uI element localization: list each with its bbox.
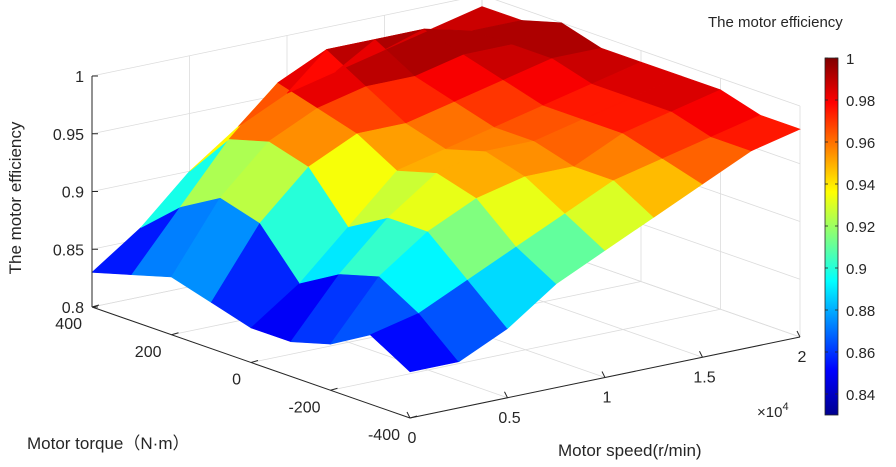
- y-tick-labels: -400 -200 0 200 400: [55, 304, 418, 444]
- y-tick-mark: [250, 360, 259, 363]
- colorbar-tick-label: 0.96: [846, 135, 875, 152]
- colorbar-title: The motor efficiency: [708, 14, 843, 31]
- surface-plot: [91, 6, 801, 373]
- colorbar-tick-label: 0.9: [846, 261, 867, 278]
- x-tick-mark: [796, 330, 801, 338]
- z-tick-label: 0.8: [62, 300, 84, 317]
- colorbar-tick-label: 0.86: [846, 345, 875, 362]
- x-tick-label: 2: [798, 349, 807, 366]
- y-tick-mark: [91, 304, 100, 308]
- colorbar-ticks: 0.84 0.86 0.88 0.9 0.92 0.94 0.96 0.98 1: [825, 51, 875, 404]
- x-multiplier: ×104: [757, 401, 789, 421]
- grid-line: [91, 0, 460, 77]
- x-tick-label: 0.5: [498, 410, 520, 427]
- colorbar: [824, 57, 839, 416]
- colorbar-tick-label: 1: [846, 51, 854, 68]
- colorbar-tick-label: 0.98: [846, 93, 875, 110]
- grid-line: [495, 0, 801, 107]
- z-tick-labels: 0.8 0.85 0.9 0.95 1: [53, 69, 98, 317]
- x-tick-mark: [406, 411, 411, 419]
- colorbar-tick-label: 0.88: [846, 303, 875, 320]
- x-tick-mark: [601, 371, 606, 378]
- y-tick-mark: [330, 387, 338, 391]
- z-tick-label: 0.95: [53, 127, 84, 144]
- y-tick-label: 200: [135, 344, 162, 361]
- x-tick-label: 1: [603, 390, 612, 407]
- colorbar-tick-label: 0.84: [846, 387, 875, 404]
- grid-line: [330, 308, 721, 391]
- x-tick-label: 1.5: [693, 369, 715, 386]
- z-tick-label: 0.9: [62, 185, 84, 202]
- colorbar-tick-label: 0.94: [846, 177, 875, 194]
- z-axis-label: The motor efficiency: [6, 121, 25, 274]
- surface-patch: [710, 114, 801, 152]
- z-tick-label: 1: [75, 69, 84, 86]
- colorbar-tick-label: 0.92: [846, 219, 875, 236]
- y-tick-mark: [171, 332, 179, 336]
- y-tick-mark: [409, 415, 418, 419]
- x-axis-label: Motor speed(r/min): [558, 441, 702, 460]
- y-tick-label: -200: [288, 399, 320, 416]
- y-tick-label: 0: [232, 372, 241, 389]
- x-tick-mark: [699, 351, 703, 358]
- y-tick-label: -400: [368, 427, 400, 444]
- y-tick-label: 400: [55, 316, 82, 333]
- x-multiplier-exponent: 4: [782, 401, 788, 413]
- x-tick-label: 0: [408, 430, 417, 447]
- z-tick-label: 0.85: [53, 242, 84, 259]
- x-tick-labels: 0 0.5 1 1.5 2: [406, 330, 807, 447]
- y-axis-label: Motor torque（N·m）: [27, 434, 189, 453]
- x-tick-mark: [504, 391, 508, 398]
